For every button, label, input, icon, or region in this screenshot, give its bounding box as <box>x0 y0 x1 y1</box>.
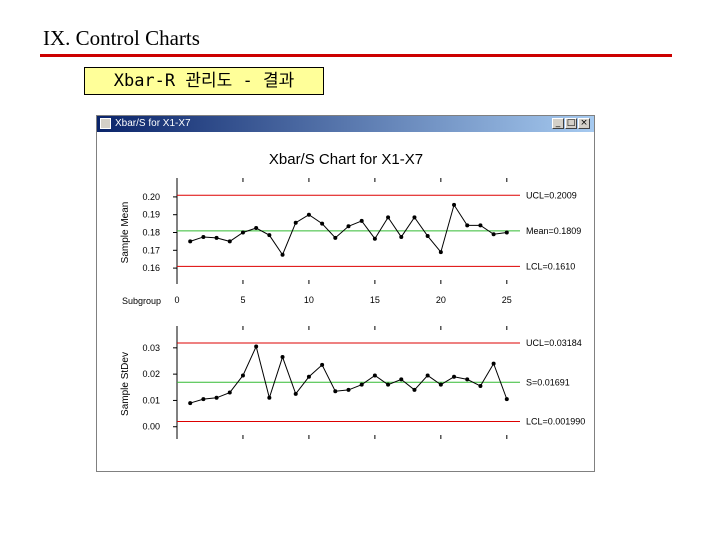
sd-chart-data-point <box>504 397 509 402</box>
mean-chart-data-point <box>214 235 219 240</box>
x-tick-label: 15 <box>370 295 380 305</box>
chart-app-icon <box>100 118 111 129</box>
sd-chart-data-point <box>214 395 219 400</box>
sd-chart-data-point <box>478 383 483 388</box>
sd-chart-ytick-label: 0.02 <box>142 369 160 379</box>
sd-chart-data-point <box>412 387 417 392</box>
x-tick-label: 10 <box>304 295 314 305</box>
subtitle-box: Xbar-R 관리도 - 결과 <box>84 67 324 95</box>
x-tick-label: 25 <box>502 295 512 305</box>
minimize-button[interactable]: _ <box>552 118 564 129</box>
mean-chart-data-point <box>201 234 206 239</box>
x-axis-label: Subgroup <box>122 296 161 306</box>
mean-chart-data-point <box>188 239 193 244</box>
mean-chart-data-point <box>227 239 232 244</box>
mean-chart-center-label: Mean=0.1809 <box>526 226 581 236</box>
mean-chart-data-point <box>491 232 496 237</box>
sd-chart-data-point <box>188 401 193 406</box>
sd-chart-ylabel: Sample StDev <box>120 352 131 416</box>
x-tick-label: 20 <box>436 295 446 305</box>
slide-title: IX. Control Charts <box>43 26 200 50</box>
sd-chart-data-point <box>227 390 232 395</box>
mean-chart-data-point <box>465 223 470 228</box>
sd-chart-data-point <box>438 382 443 387</box>
sd-chart-lcl-label: LCL=0.001990 <box>526 417 585 427</box>
sd-chart-ytick-label: 0.01 <box>142 395 160 405</box>
sd-chart-data-point <box>240 373 245 378</box>
chart-area: Xbar/S Chart for X1-X7 Sample Mean 0.16 0.1… <box>100 132 591 468</box>
mean-chart-data-point <box>412 215 417 220</box>
mean-chart-data-point <box>452 202 457 207</box>
mean-chart-ytick-label: 0.19 <box>142 210 160 220</box>
mean-chart-data-point <box>504 230 509 235</box>
sd-chart-ytick-label: 0.03 <box>142 343 160 353</box>
mean-chart-data-point <box>346 224 351 229</box>
sd-chart-data-point <box>372 373 377 378</box>
sd-chart-series-line <box>190 345 508 404</box>
mean-chart-data-point <box>359 218 364 223</box>
mean-chart-ucl-label: UCL=0.2009 <box>526 190 577 200</box>
sd-chart-data-point <box>399 377 404 382</box>
mean-chart-series-line <box>190 203 507 256</box>
sd-chart-data-point <box>267 395 272 400</box>
maximize-button[interactable]: □ <box>565 118 577 129</box>
sd-chart-data-point <box>452 374 457 379</box>
sd-chart-data-point <box>491 361 496 366</box>
mean-chart-data-point <box>333 235 338 240</box>
sd-chart-data-point <box>254 344 259 349</box>
xbar-s-chart: Xbar/S Chart for X1-X7 Sample Mean 0.16 0.1… <box>120 151 585 439</box>
sd-chart-data-point <box>425 373 430 378</box>
title-underline <box>40 54 672 57</box>
sd-chart-data-point <box>346 387 351 392</box>
mean-chart-data-point <box>399 234 404 239</box>
mean-chart-data-point <box>438 250 443 255</box>
sd-chart-data-point <box>386 382 391 387</box>
mean-chart-data-point <box>320 221 325 226</box>
x-tick-label: 0 <box>174 295 179 305</box>
chart-title: Xbar/S Chart for X1-X7 <box>269 151 423 168</box>
sd-chart-data-point <box>359 382 364 387</box>
x-tick-label: 5 <box>240 295 245 305</box>
sd-chart-ucl-label: UCL=0.03184 <box>526 338 582 348</box>
sd-chart-center-label: S=0.01691 <box>526 377 570 387</box>
mean-chart-data-point <box>372 236 377 241</box>
mean-chart-lcl-label: LCL=0.1610 <box>526 261 575 271</box>
sd-chart-data-point <box>201 397 206 402</box>
window-title: Xbar/S for X1-X7 <box>115 118 191 129</box>
close-button[interactable]: × <box>578 118 590 129</box>
mean-chart-ytick-label: 0.18 <box>142 228 160 238</box>
mean-chart-data-point <box>425 234 430 239</box>
mean-chart-ytick-label: 0.16 <box>142 263 160 273</box>
mean-chart-data-point <box>386 215 391 220</box>
mean-chart-ytick-label: 0.17 <box>142 245 160 255</box>
mean-chart-data-point <box>267 233 272 238</box>
mean-chart-data-point <box>280 252 285 257</box>
sd-chart-data-point <box>306 374 311 379</box>
mean-chart-data-point <box>478 223 483 228</box>
mean-chart-ylabel: Sample Mean <box>120 202 131 264</box>
mean-chart-ytick-label: 0.20 <box>142 192 160 202</box>
sd-chart-data-point <box>333 389 338 394</box>
mean-chart-data-point <box>240 230 245 235</box>
window-titlebar[interactable]: Xbar/S for X1-X7 _ □ × <box>97 116 594 132</box>
mean-chart-data-point <box>293 220 298 225</box>
sd-chart-ytick-label: 0.00 <box>142 422 160 432</box>
mean-chart-data-point <box>306 212 311 217</box>
chart-window: Xbar/S for X1-X7 _ □ × Xbar/S Chart for … <box>96 115 595 472</box>
mean-chart-data-point <box>254 226 259 231</box>
sd-chart-data-point <box>293 391 298 396</box>
sd-chart-data-point <box>280 355 285 360</box>
sd-chart-data-point <box>320 362 325 367</box>
sd-chart-data-point <box>465 377 470 382</box>
